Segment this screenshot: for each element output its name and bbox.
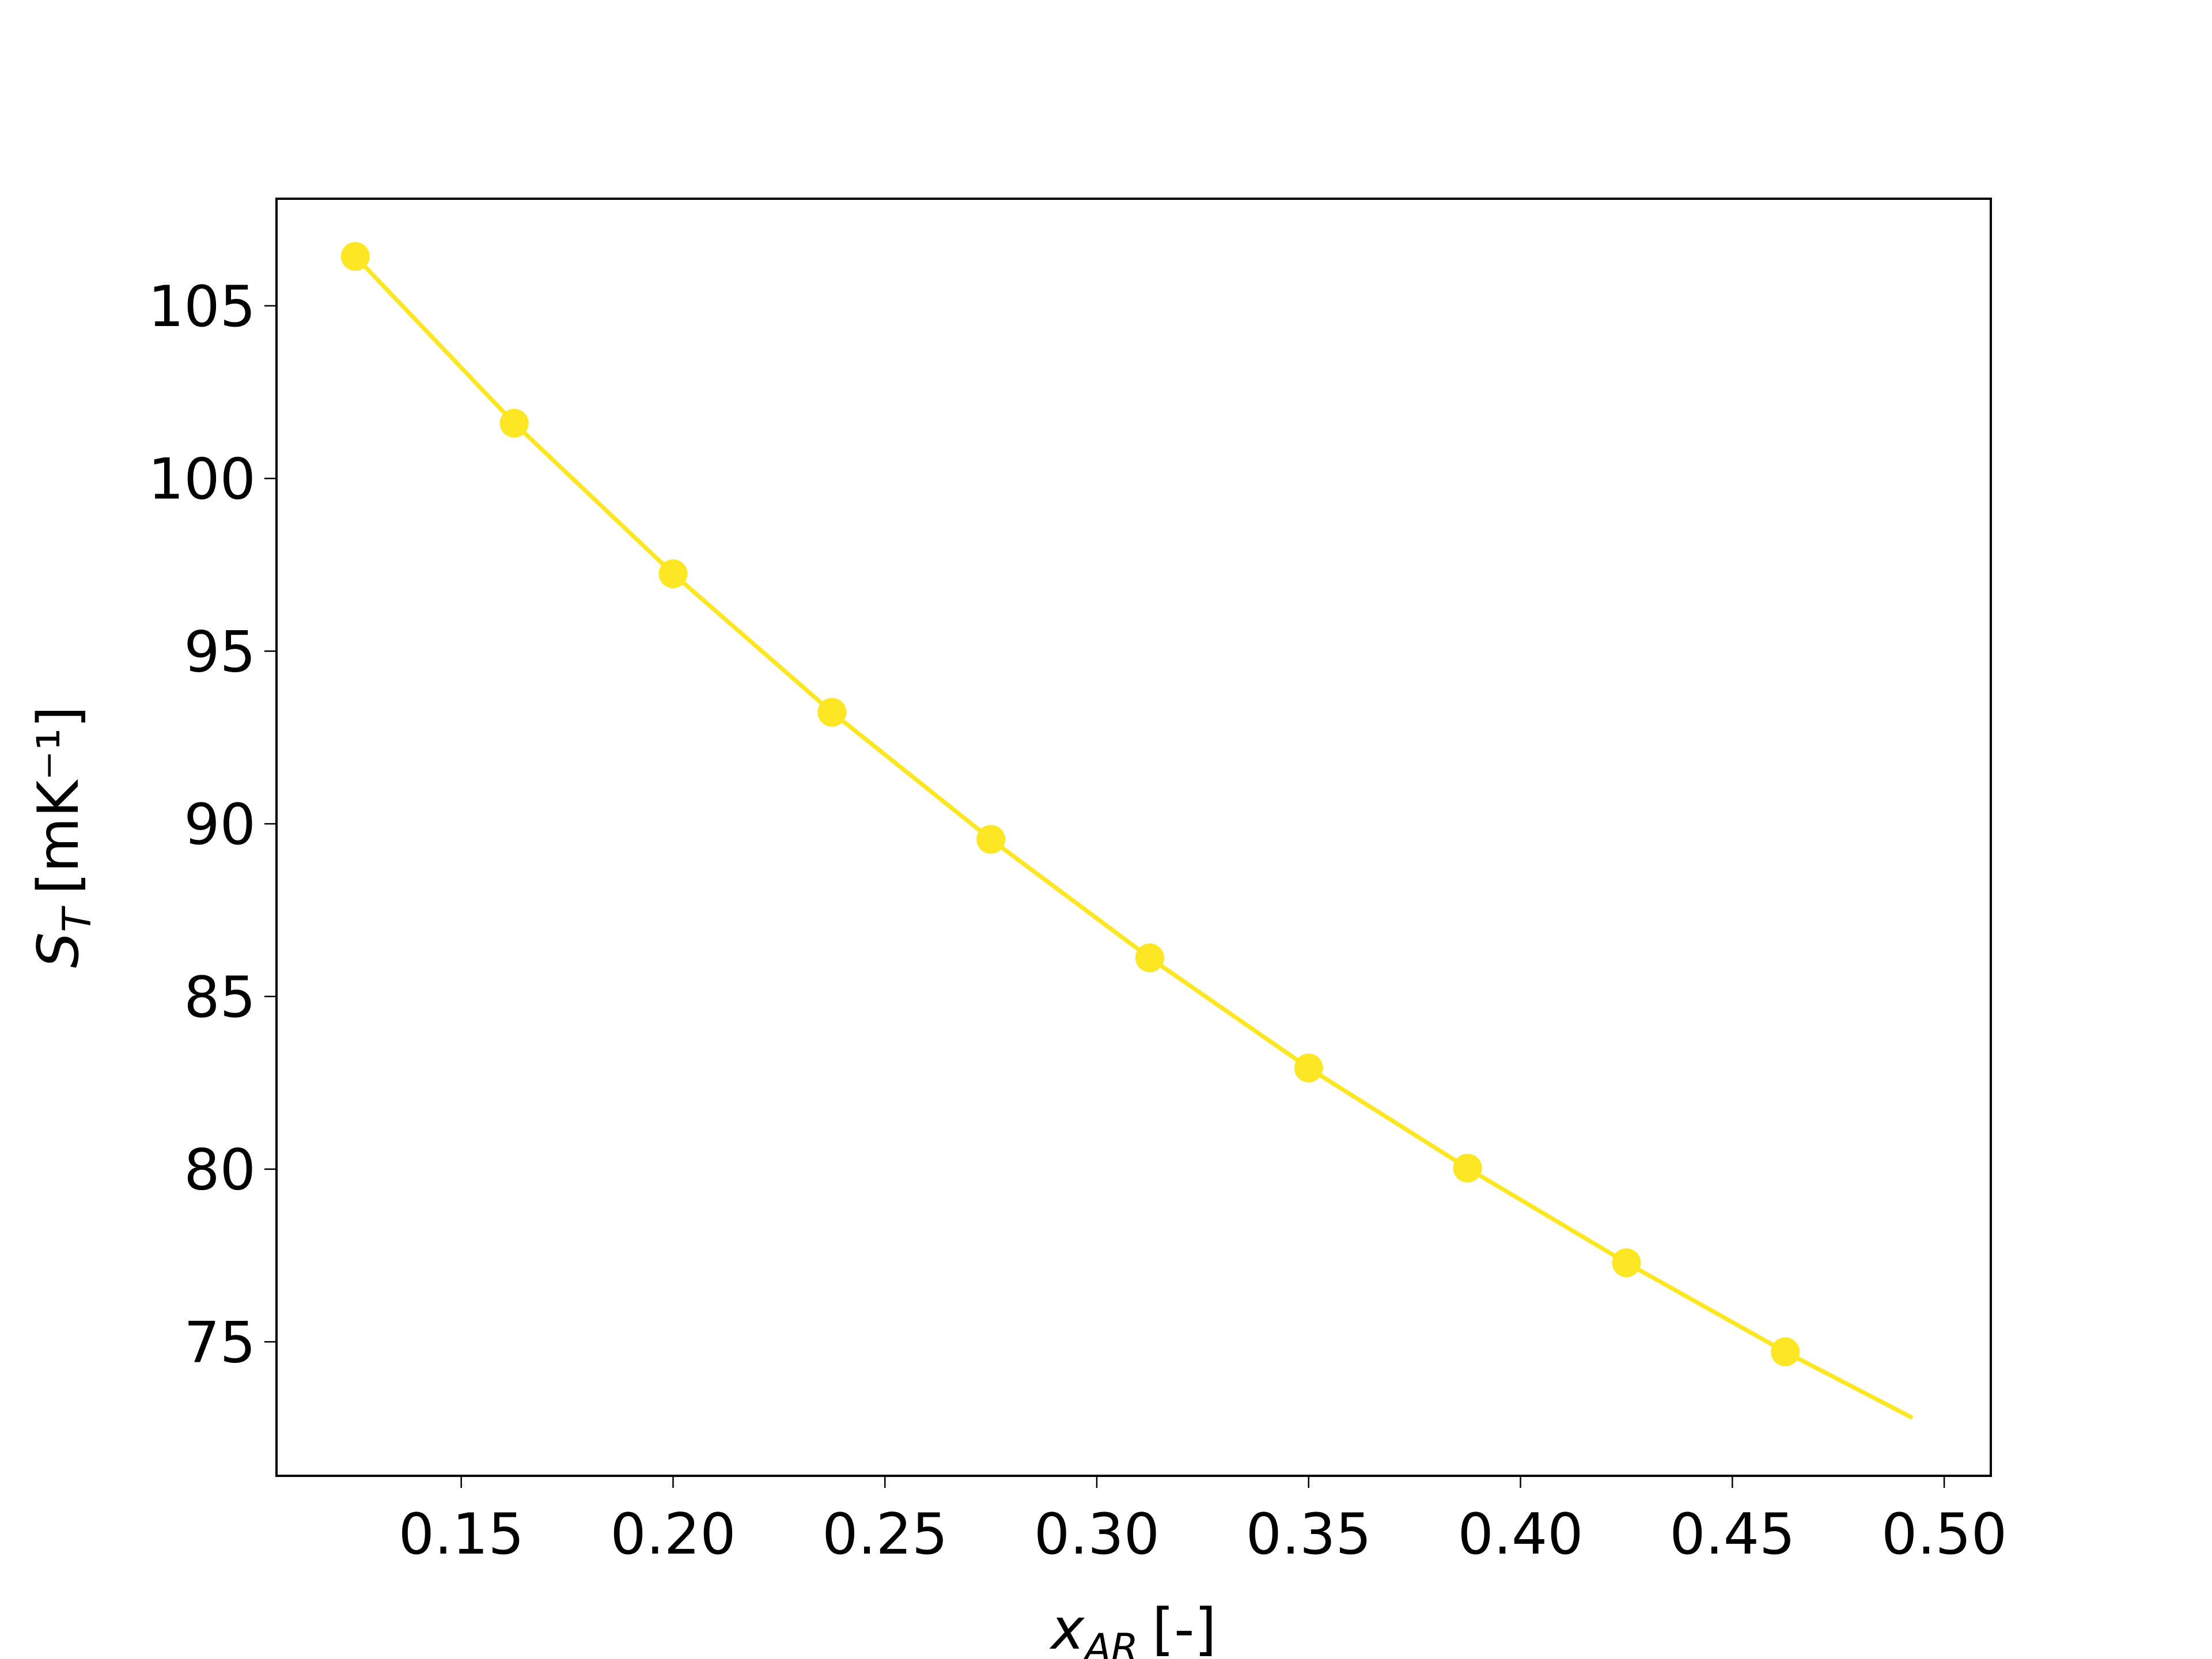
marker — [499, 408, 529, 438]
y-tick-label: 95 — [184, 619, 256, 685]
x-label-symbol: x — [1049, 1597, 1085, 1659]
y-label-symbol: S — [26, 932, 92, 968]
y-tick-label: 75 — [184, 1310, 256, 1376]
x-tick-label: 0.15 — [399, 1502, 524, 1567]
y-tick-label: 100 — [148, 447, 256, 513]
y-tick-label: 90 — [184, 792, 256, 858]
x-tick-label: 0.30 — [1034, 1502, 1160, 1567]
marker — [1612, 1248, 1641, 1278]
y-tick-label: 80 — [184, 1138, 256, 1203]
x-label-subscript: AR — [1082, 1626, 1138, 1659]
x-tick-label: 0.20 — [610, 1502, 736, 1567]
marker — [340, 242, 370, 271]
x-tick-label: 0.35 — [1246, 1502, 1372, 1567]
x-axis-label: xAR [-] — [1049, 1597, 1217, 1659]
plot-frame — [275, 198, 1992, 1477]
marker — [1294, 1053, 1323, 1082]
x-tick-label: 0.40 — [1457, 1502, 1583, 1567]
y-tick-label: 105 — [148, 274, 256, 340]
x-tick-label: 0.45 — [1669, 1502, 1795, 1567]
marker — [1453, 1153, 1482, 1183]
y-label-subscript: T — [55, 906, 100, 932]
marker — [658, 559, 688, 589]
x-label-unit: [-] — [1152, 1597, 1217, 1659]
marker — [1771, 1337, 1800, 1366]
marker — [817, 698, 847, 727]
y-label-unit: [mK⁻¹] — [26, 706, 92, 895]
x-tick-label: 0.25 — [822, 1502, 948, 1567]
marker — [1135, 943, 1164, 972]
x-tick-label: 0.50 — [1881, 1502, 2007, 1567]
series-line — [354, 255, 1914, 1420]
marker — [976, 825, 1006, 854]
y-axis-label: ST [mK⁻¹] — [26, 706, 100, 968]
y-tick-label: 85 — [184, 965, 256, 1031]
